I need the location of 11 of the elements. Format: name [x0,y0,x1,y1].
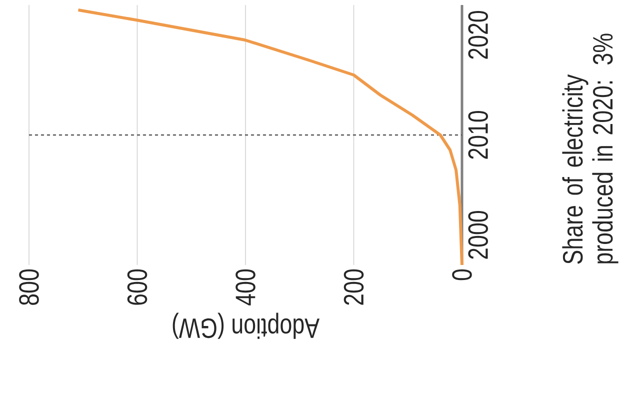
x-tick-label: 600 [127,269,148,305]
x-tick-label: 400 [236,269,256,306]
x-tick-label: 800 [19,269,39,305]
y-tick-label: 2020 [468,10,488,59]
y-tick-label: 2010 [468,110,488,159]
line-series [76,8,464,266]
x-tick-label: 0 [452,269,472,280]
x-tick-label: 200 [344,269,364,305]
x-axis-title: Adoption (GW) [172,312,320,339]
y-tick-label: 2000 [468,210,488,259]
text: Share of electricity produced in 2020: 3% [562,34,618,264]
